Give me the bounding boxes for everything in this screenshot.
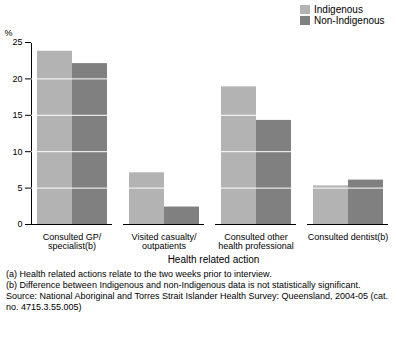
svg-text:15: 15	[12, 110, 22, 120]
html-text:Source: National Aboriginal an: Source: National Aboriginal and Torres S…	[6, 291, 389, 312]
html-text:(b) Difference between Indigen: (b) Difference between Indigenous and no…	[6, 280, 361, 290]
svg-text:%: %	[5, 28, 13, 38]
html-text:Non-Indigenous: Non-Indigenous	[314, 15, 385, 26]
html-text:Indigenous: Indigenous	[314, 4, 363, 15]
svg-text:10: 10	[12, 147, 22, 157]
svg-text:0: 0	[17, 219, 22, 229]
html-text:(a) Health related actions rel: (a) Health related actions relate to the…	[6, 269, 272, 279]
svg-text:Consulted GP/specialist(b): Consulted GP/specialist(b)	[43, 232, 102, 251]
svg-text:20: 20	[12, 74, 22, 84]
svg-text:25: 25	[12, 37, 22, 47]
svg-text:Visited casualty/outpatients: Visited casualty/outpatients	[132, 232, 197, 251]
html-text:Health related action: Health related action	[167, 254, 260, 265]
svg-text:Consulted otherhealth professi: Consulted otherhealth professional	[218, 232, 294, 251]
svg-text:Consulted dentist(b): Consulted dentist(b)	[308, 232, 389, 242]
svg-text:5: 5	[17, 183, 22, 193]
